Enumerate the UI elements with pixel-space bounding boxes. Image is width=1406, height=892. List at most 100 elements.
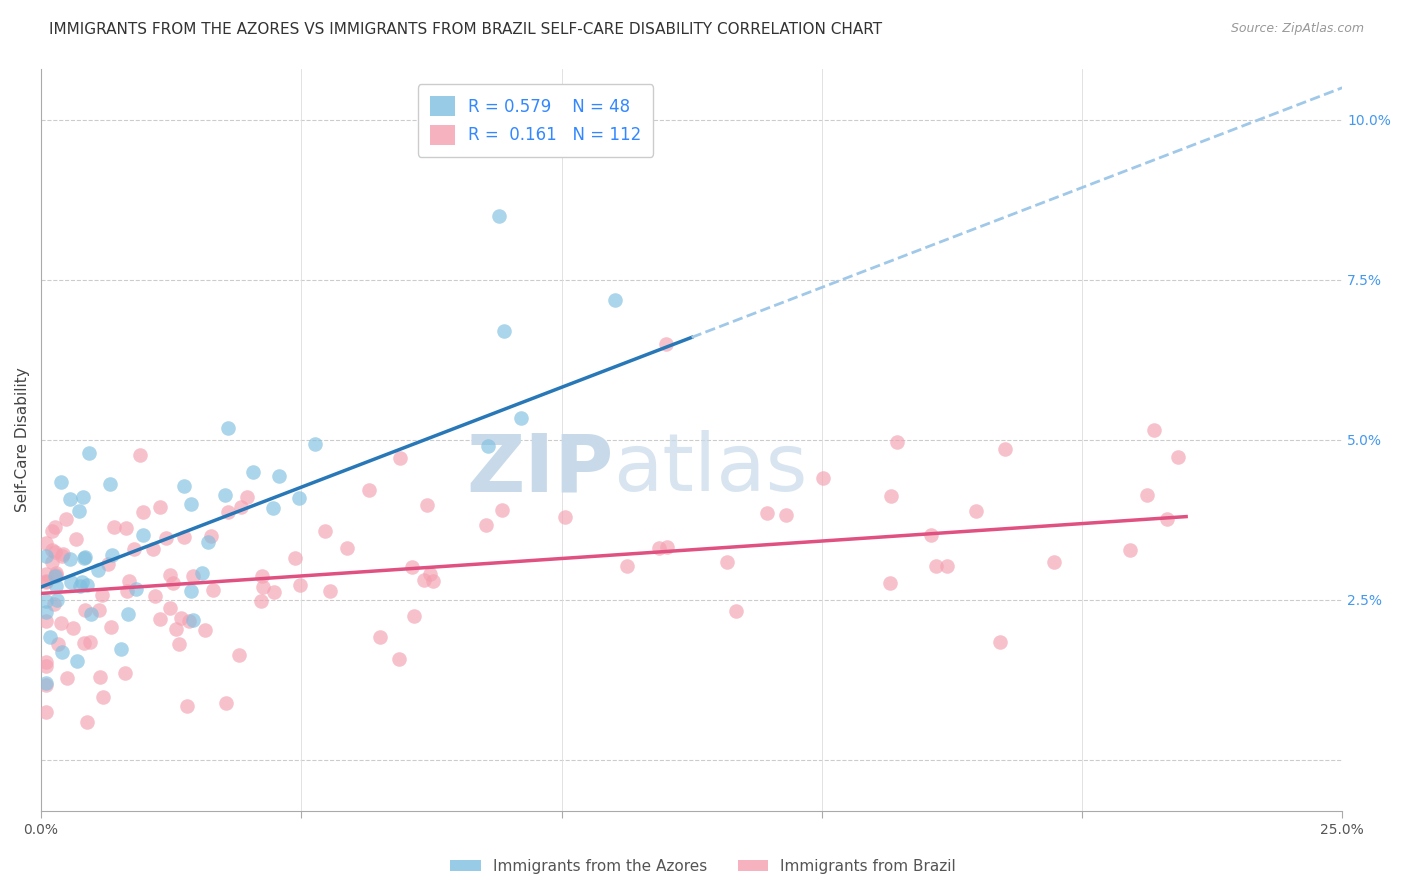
Point	[117, 607, 139, 622]
Point	[879, 575, 901, 590]
Point	[217, 505, 239, 519]
Point	[191, 566, 214, 580]
Point	[76, 714, 98, 729]
Point	[114, 665, 136, 680]
Point	[177, 614, 200, 628]
Point	[55, 512, 77, 526]
Point	[149, 612, 172, 626]
Point	[288, 577, 311, 591]
Point	[35, 594, 58, 608]
Point	[162, 576, 184, 591]
Point	[200, 529, 222, 543]
Point	[249, 594, 271, 608]
Point	[648, 541, 671, 555]
Point	[35, 549, 58, 563]
Point	[655, 541, 678, 555]
Point	[1119, 543, 1142, 558]
Point	[994, 442, 1017, 456]
Point	[45, 568, 67, 582]
Point	[66, 654, 89, 668]
Point	[269, 469, 291, 483]
Point	[288, 491, 311, 505]
Point	[76, 577, 98, 591]
Point	[45, 566, 67, 581]
Point	[60, 575, 83, 590]
Point	[509, 411, 531, 425]
Point	[143, 590, 166, 604]
Point	[35, 574, 58, 588]
Point	[228, 648, 250, 663]
Text: ZIP: ZIP	[467, 431, 613, 508]
Point	[1136, 488, 1159, 502]
Point	[101, 548, 124, 562]
Point	[965, 504, 987, 518]
Point	[197, 534, 219, 549]
Point	[45, 579, 67, 593]
Point	[775, 508, 797, 523]
Point	[725, 603, 748, 617]
Point	[44, 520, 66, 534]
Point	[236, 490, 259, 504]
Point	[263, 585, 285, 599]
Point	[181, 613, 204, 627]
Point	[41, 543, 63, 558]
Point	[401, 560, 423, 574]
Point	[35, 705, 58, 719]
Point	[336, 541, 359, 555]
Point	[404, 608, 426, 623]
Point	[44, 569, 66, 583]
Text: atlas: atlas	[613, 431, 808, 508]
Point	[262, 501, 284, 516]
Point	[155, 531, 177, 545]
Point	[35, 605, 58, 619]
Point	[318, 583, 340, 598]
Point	[79, 446, 101, 460]
Point	[250, 569, 273, 583]
Point	[91, 588, 114, 602]
Point	[35, 566, 58, 581]
Point	[65, 532, 87, 546]
Point	[59, 491, 82, 506]
Point	[419, 567, 441, 582]
Legend: R = 0.579    N = 48, R =  0.161   N = 112: R = 0.579 N = 48, R = 0.161 N = 112	[418, 84, 652, 157]
Point	[886, 435, 908, 450]
Point	[80, 607, 103, 621]
Point	[56, 671, 79, 685]
Point	[936, 558, 959, 573]
Point	[35, 655, 58, 669]
Point	[46, 593, 69, 607]
Point	[173, 479, 195, 493]
Point	[389, 450, 412, 465]
Point	[129, 448, 152, 462]
Point	[242, 465, 264, 479]
Point	[422, 574, 444, 589]
Point	[103, 520, 125, 534]
Point	[72, 490, 94, 504]
Point	[616, 559, 638, 574]
Point	[368, 630, 391, 644]
Point	[93, 690, 115, 704]
Point	[97, 558, 120, 572]
Point	[117, 583, 139, 598]
Point	[115, 520, 138, 534]
Point	[69, 579, 91, 593]
Point	[41, 555, 63, 569]
Point	[477, 439, 499, 453]
Point	[35, 615, 58, 629]
Point	[488, 209, 510, 223]
Point	[89, 603, 111, 617]
Point	[35, 535, 58, 549]
Point	[880, 489, 903, 503]
Point	[89, 670, 111, 684]
Point	[173, 530, 195, 544]
Point	[180, 497, 202, 511]
Point	[87, 563, 110, 577]
Point	[122, 542, 145, 557]
Point	[388, 652, 411, 666]
Point	[73, 635, 96, 649]
Point	[491, 503, 513, 517]
Point	[193, 624, 215, 638]
Text: IMMIGRANTS FROM THE AZORES VS IMMIGRANTS FROM BRAZIL SELF-CARE DISABILITY CORREL: IMMIGRANTS FROM THE AZORES VS IMMIGRANTS…	[49, 22, 883, 37]
Point	[100, 620, 122, 634]
Point	[118, 574, 141, 589]
